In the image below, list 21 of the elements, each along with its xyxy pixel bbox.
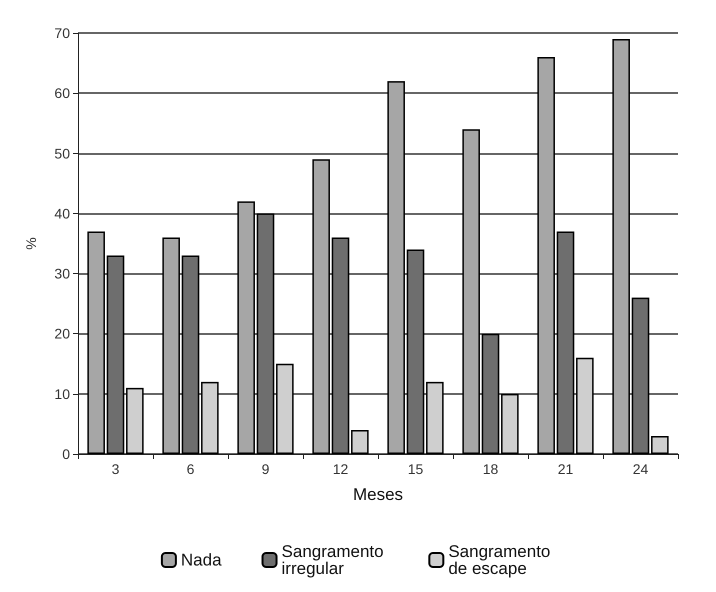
y-tick-label: 50 <box>54 145 70 162</box>
legend-label: Sangramento irregular <box>282 542 388 578</box>
y-tick-label: 40 <box>54 205 70 222</box>
y-tick-label: 0 <box>62 446 70 462</box>
legend-label: Nada <box>180 550 222 570</box>
y-tick-label: 60 <box>54 85 70 102</box>
y-tick-label: 10 <box>54 386 70 402</box>
x-tick-label: 24 <box>632 461 648 477</box>
x-tick-label: 12 <box>332 461 348 477</box>
y-tick-label: 30 <box>54 266 70 282</box>
x-axis-title: Meses <box>352 485 404 504</box>
x-tick-label: 9 <box>262 461 270 477</box>
legend-label: Sangramento de escape <box>448 542 556 578</box>
x-tick-label: 21 <box>558 461 574 477</box>
x-tick-label: 3 <box>112 461 120 477</box>
y-axis-title: % <box>23 237 39 250</box>
x-tick-label: 18 <box>482 461 498 477</box>
x-tick-label: 15 <box>408 461 424 477</box>
x-tick-label: 6 <box>186 461 195 477</box>
y-tick-label: 20 <box>54 326 70 342</box>
y-tick-label: 70 <box>54 25 70 41</box>
